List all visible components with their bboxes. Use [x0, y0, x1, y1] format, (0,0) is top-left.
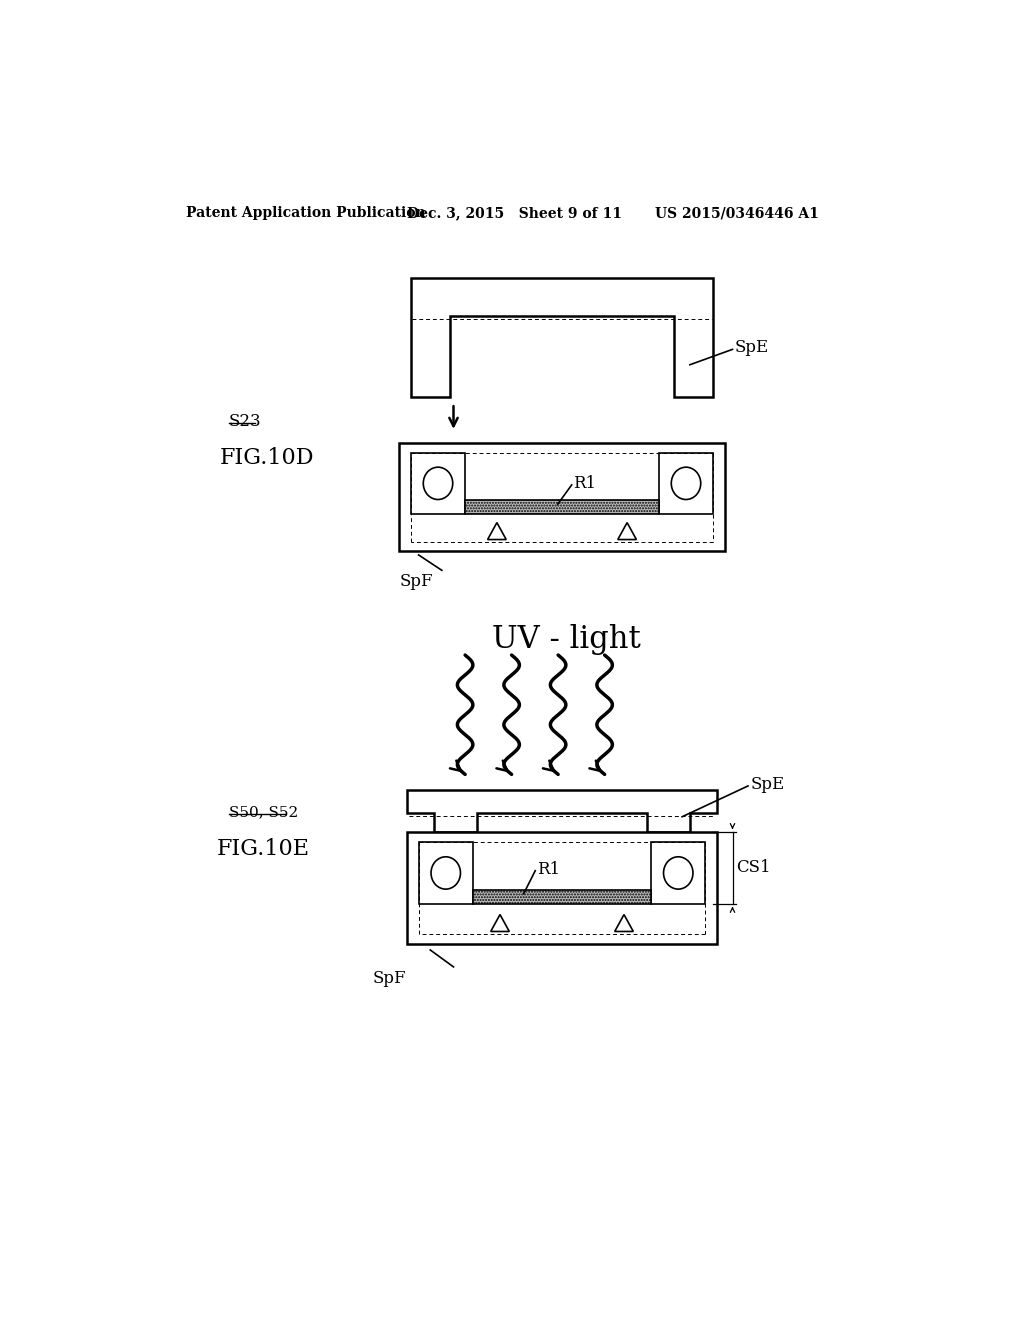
Text: S50, S52: S50, S52 — [228, 805, 298, 820]
Text: US 2015/0346446 A1: US 2015/0346446 A1 — [655, 206, 819, 220]
Ellipse shape — [672, 467, 700, 499]
Text: S23: S23 — [228, 412, 261, 429]
Polygon shape — [651, 842, 706, 904]
Polygon shape — [658, 453, 713, 515]
Text: FIG.10E: FIG.10E — [217, 838, 310, 859]
Ellipse shape — [431, 857, 461, 890]
Text: R1: R1 — [537, 861, 560, 878]
Ellipse shape — [664, 857, 693, 890]
Text: CS1: CS1 — [736, 859, 771, 876]
Polygon shape — [399, 444, 725, 552]
Polygon shape — [411, 453, 465, 515]
Polygon shape — [465, 500, 658, 515]
Text: UV - light: UV - light — [492, 624, 640, 655]
Text: SpF: SpF — [372, 970, 406, 987]
Polygon shape — [407, 832, 717, 944]
Text: Dec. 3, 2015   Sheet 9 of 11: Dec. 3, 2015 Sheet 9 of 11 — [407, 206, 622, 220]
Polygon shape — [411, 277, 713, 397]
Text: Patent Application Publication: Patent Application Publication — [186, 206, 426, 220]
Text: SpE: SpE — [751, 776, 784, 793]
Text: SpE: SpE — [735, 339, 769, 356]
Ellipse shape — [423, 467, 453, 499]
Polygon shape — [473, 890, 651, 904]
Polygon shape — [419, 842, 473, 904]
Text: FIG.10D: FIG.10D — [219, 447, 314, 469]
Text: SpF: SpF — [399, 573, 433, 590]
Text: R1: R1 — [573, 475, 596, 492]
Polygon shape — [407, 789, 717, 832]
